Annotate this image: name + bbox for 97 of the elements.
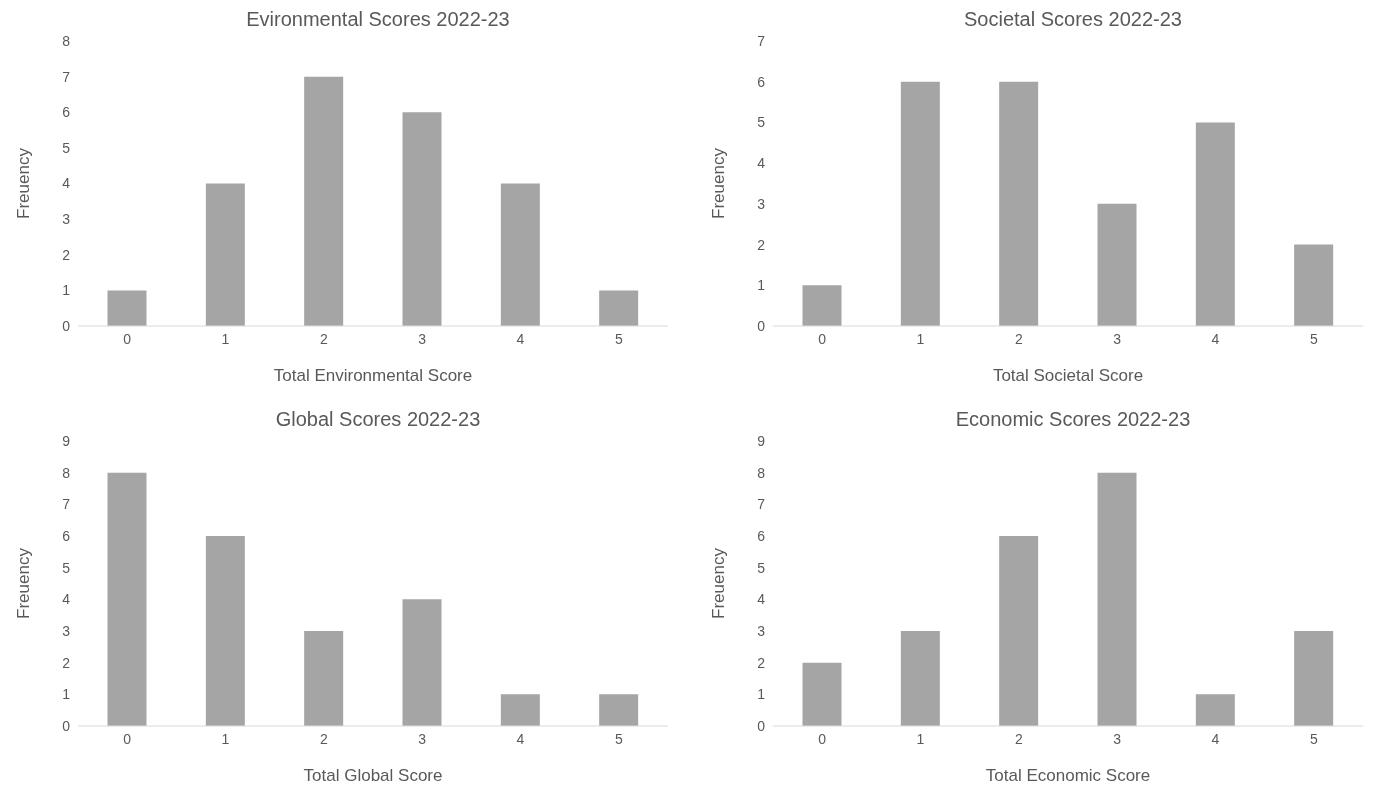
bar [900,631,940,726]
bar [402,112,442,326]
bar [599,694,639,726]
y-tick-label: 3 [757,622,766,639]
bar [900,81,940,326]
y-tick-label: 4 [62,175,71,192]
y-tick-label: 1 [757,277,766,294]
bar [802,285,842,326]
y-tick-label: 1 [62,282,71,299]
bar [107,472,147,726]
bar [1097,472,1137,726]
x-tick-label: 1 [916,730,925,747]
y-axis-title: Freuency [14,547,34,619]
y-tick-label: 3 [62,622,71,639]
x-tick-label: 5 [1309,730,1318,747]
y-tick-label: 5 [62,139,71,156]
chart-title: Economic Scores 2022-23 [955,408,1191,430]
x-tick-label: 1 [221,330,230,347]
bar [1195,694,1235,726]
bar [1195,122,1235,326]
y-tick-label: 7 [757,32,766,49]
x-tick-label: 3 [1113,330,1122,347]
bar [1294,244,1334,326]
bar [205,183,245,326]
x-axis-title: Total Global Score [303,766,443,785]
chart-title: Societal Scores 2022-23 [964,8,1182,30]
bar [500,694,540,726]
chart-title: Evironmental Scores 2022-23 [246,8,510,30]
y-tick-label: 7 [757,496,766,513]
x-tick-label: 3 [418,730,427,747]
x-tick-label: 0 [123,330,132,347]
y-tick-label: 6 [62,104,71,121]
bar [304,631,344,726]
x-tick-label: 4 [516,330,525,347]
y-tick-label: 0 [62,717,71,734]
y-tick-label: 6 [757,73,766,90]
bar [999,536,1039,726]
x-axis-title: Total Societal Score [992,366,1144,385]
x-tick-label: 0 [818,730,827,747]
y-axis-title: Freuency [709,547,729,619]
y-tick-label: 0 [62,317,71,334]
x-tick-label: 2 [319,730,328,747]
y-tick-label: 9 [757,432,766,449]
x-axis-title: Total Economic Score [985,766,1151,785]
y-tick-label: 4 [62,591,71,608]
x-tick-label: 4 [1211,730,1220,747]
x-tick-label: 2 [319,330,328,347]
y-tick-label: 4 [757,155,766,172]
bar [500,183,540,326]
y-tick-label: 2 [757,654,766,671]
y-tick-label: 4 [757,591,766,608]
y-tick-label: 8 [757,464,766,481]
y-tick-label: 3 [757,195,766,212]
y-tick-label: 0 [757,317,766,334]
x-tick-label: 0 [818,330,827,347]
y-tick-label: 5 [757,114,766,131]
y-tick-label: 7 [62,496,71,513]
x-tick-label: 5 [1309,330,1318,347]
bar [402,599,442,726]
x-tick-label: 4 [1211,330,1220,347]
y-tick-label: 2 [62,654,71,671]
bar [802,662,842,726]
y-tick-label: 2 [62,246,71,263]
x-tick-label: 2 [1014,330,1023,347]
y-tick-label: 6 [62,527,71,544]
y-tick-label: 0 [757,717,766,734]
x-tick-label: 3 [418,330,427,347]
chart-title: Global Scores 2022-23 [275,408,481,430]
y-axis-title: Freuency [709,147,729,219]
bar [1097,203,1137,326]
y-tick-label: 1 [757,686,766,703]
y-tick-label: 9 [62,432,71,449]
bar [205,536,245,726]
bar [599,290,639,326]
x-tick-label: 3 [1113,730,1122,747]
y-tick-label: 5 [62,559,71,576]
x-tick-label: 1 [916,330,925,347]
x-tick-label: 0 [123,730,132,747]
bar [999,81,1039,326]
y-tick-label: 6 [757,527,766,544]
x-tick-label: 5 [614,330,623,347]
x-tick-label: 2 [1014,730,1023,747]
x-tick-label: 4 [516,730,525,747]
y-tick-label: 5 [757,559,766,576]
y-tick-label: 8 [62,32,71,49]
x-axis-title: Total Environmental Score [273,366,473,385]
x-tick-label: 5 [614,730,623,747]
y-tick-label: 8 [62,464,71,481]
y-tick-label: 1 [62,686,71,703]
y-tick-label: 7 [62,68,71,85]
bar [304,76,344,326]
x-tick-label: 1 [221,730,230,747]
y-axis-title: Freuency [14,147,34,219]
bar [1294,631,1334,726]
y-tick-label: 2 [757,236,766,253]
bar [107,290,147,326]
y-tick-label: 3 [62,211,71,228]
